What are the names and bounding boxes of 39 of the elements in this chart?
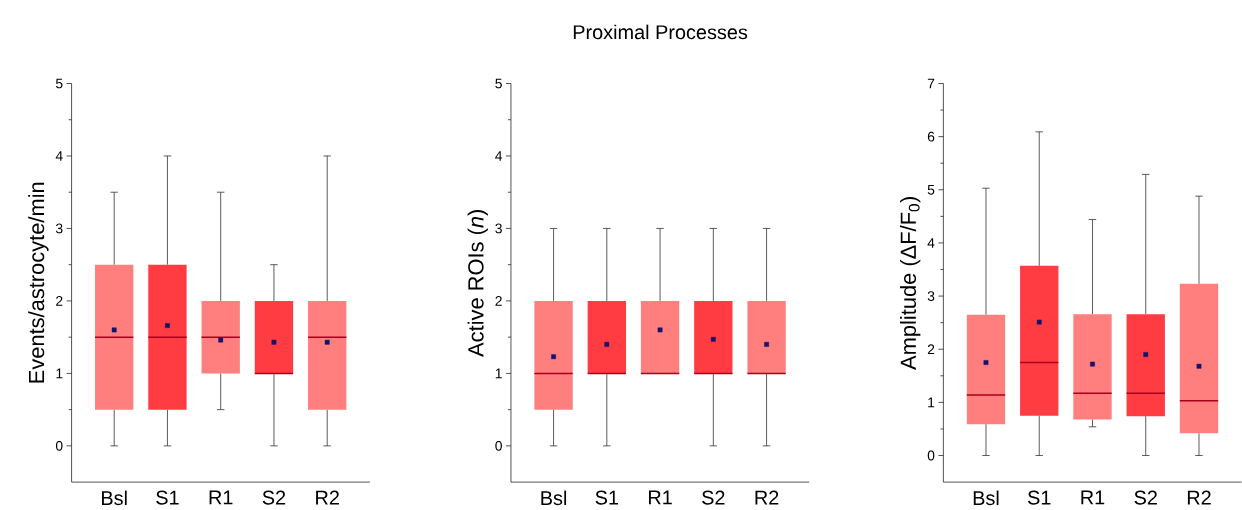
y-axis-title: Events/astrocyte/min — [28, 182, 49, 383]
x-tick-label: S1 — [1027, 490, 1051, 505]
y-tick-label: 0 — [495, 440, 502, 451]
y-tick-label: 7 — [927, 78, 935, 89]
y-tick-label: 3 — [55, 223, 63, 234]
y-tick-label: 4 — [55, 151, 63, 161]
x-tick-label: S2 — [702, 490, 725, 505]
y-axis-title: Amplitude (ΔF/F$_{0}$) — [899, 197, 921, 370]
y-tick-label: 0 — [927, 450, 935, 461]
x-tick-label: Bsl — [541, 490, 567, 506]
y-tick-label: 5 — [495, 78, 502, 89]
y-tick-label: 1 — [928, 397, 935, 408]
x-tick-label: S2 — [1134, 490, 1157, 505]
y-tick-label: 0 — [55, 440, 63, 451]
y-tick-label: 5 — [927, 184, 935, 195]
x-tick-label: R2 — [1187, 490, 1211, 505]
y-tick-label: 3 — [927, 291, 935, 302]
y-tick-label: 6 — [927, 131, 935, 142]
chart-title: Proximal Processes — [573, 24, 748, 40]
y-tick-label: 4 — [495, 151, 503, 161]
x-tick-label: S2 — [262, 490, 286, 505]
y-tick-label: 1 — [495, 368, 502, 379]
x-tick-label: R2 — [755, 490, 779, 505]
x-tick-label: S1 — [156, 490, 179, 505]
x-tick-label: R1 — [209, 490, 233, 505]
y-tick-label: 4 — [927, 238, 935, 248]
y-tick-label: 5 — [55, 78, 63, 89]
x-tick-label: S1 — [595, 490, 618, 505]
x-tick-label: R2 — [316, 490, 339, 505]
x-tick-label: Bsl — [973, 490, 999, 506]
x-tick-label: R1 — [1081, 490, 1105, 505]
y-tick-label: 2 — [927, 344, 935, 355]
x-tick-label: R1 — [649, 490, 672, 505]
y-tick-label: 3 — [495, 223, 502, 234]
y-tick-label: 2 — [56, 296, 63, 306]
y-tick-label: 2 — [495, 296, 502, 306]
y-tick-label: 1 — [56, 368, 63, 379]
y-axis-title: Active ROIs (n) — [467, 210, 488, 357]
x-tick-label: Bsl — [102, 490, 127, 506]
